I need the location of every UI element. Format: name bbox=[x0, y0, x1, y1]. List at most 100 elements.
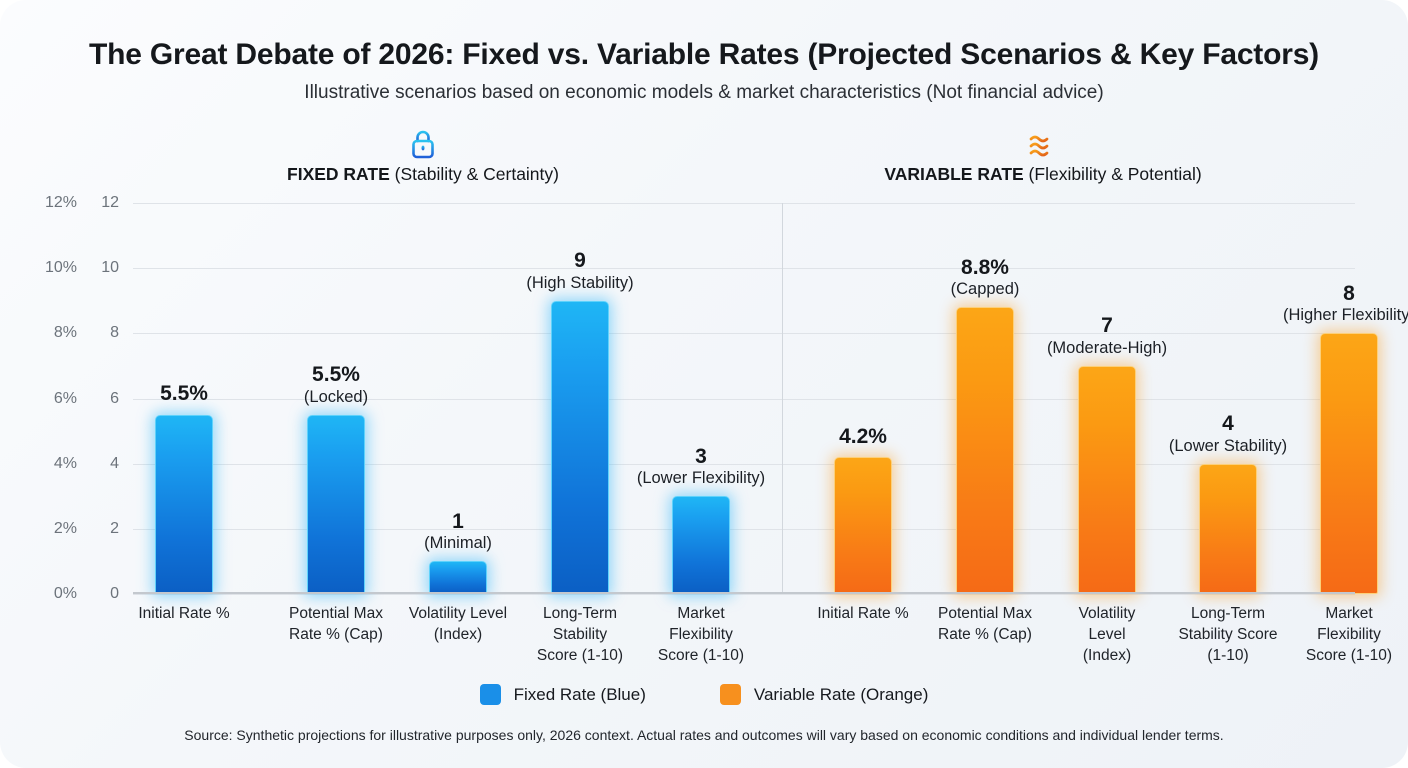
gridline bbox=[133, 203, 1355, 204]
legend-swatch bbox=[719, 684, 741, 705]
y-tick-percent: 10% bbox=[44, 259, 77, 277]
bar-slot: 7 (Moderate-High) bbox=[1047, 203, 1167, 594]
y-tick-index: 2 bbox=[110, 519, 119, 537]
section-caption-fixed: FIXED RATE (Stability & Certainty) bbox=[163, 164, 683, 185]
y-tick-index: 0 bbox=[110, 585, 119, 602]
y-tick-percent: 12% bbox=[44, 194, 77, 211]
y-axis-tick: 0% 0 bbox=[31, 585, 133, 603]
bar-value-label: 5.5% bbox=[160, 382, 208, 406]
bar-value: 5.5% bbox=[160, 382, 208, 406]
y-tick-percent: 4% bbox=[53, 454, 77, 472]
gridline bbox=[133, 333, 1355, 335]
section-caption-variable: VARIABLE RATE (Flexibility & Potential) bbox=[783, 164, 1303, 185]
y-axis-tick: 12% 12 bbox=[31, 194, 133, 212]
y-axis-tick: 4% 4 bbox=[31, 455, 133, 473]
x-axis-label-line: Potential Max bbox=[289, 605, 383, 622]
x-axis-label-line: Initial Rate % bbox=[817, 605, 909, 622]
y-tick-index: 6 bbox=[110, 389, 119, 407]
x-axis-label-line: Score (1-10) bbox=[657, 646, 745, 664]
x-axis-label-line: (Index) bbox=[1082, 646, 1132, 664]
x-axis-label-line: Stability Score bbox=[1178, 625, 1278, 643]
bar[interactable] bbox=[429, 561, 487, 594]
x-axis-label-line: Long-Term bbox=[1190, 605, 1266, 622]
bar-value-label: 4 (Lower Stability) bbox=[1169, 412, 1287, 455]
bar[interactable] bbox=[956, 307, 1014, 594]
bar-note: (Locked) bbox=[303, 387, 369, 406]
bar-note: (High Stability) bbox=[526, 273, 634, 292]
waves-icon bbox=[1029, 135, 1049, 157]
x-axis-label-line: Flexibility bbox=[1317, 625, 1381, 643]
x-axis-label: Volatility Level (Index) bbox=[388, 604, 528, 646]
plot-area: 0% 0 2% 2 4% 4 6% 6 8% 8 10% 10 12% 12 5.5% 5.5% (Locke… bbox=[45, 194, 1408, 602]
legend-label: Variable Rate (Orange) bbox=[753, 684, 929, 704]
bar-value-label: 8.8% (Capped) bbox=[951, 256, 1020, 299]
x-axis-label-line: Initial Rate % bbox=[138, 605, 230, 622]
page-title: The Great Debate of 2026: Fixed vs. Vari… bbox=[89, 38, 1319, 71]
chart-subtitle: Illustrative scenarios based on economic… bbox=[304, 82, 1104, 103]
bar-value-label: 4.2% bbox=[839, 425, 887, 449]
bar[interactable] bbox=[672, 496, 730, 594]
legend: Fixed Rate (Blue) Variable Rate (Orange) bbox=[0, 684, 1408, 705]
bar-value: 3 bbox=[695, 444, 707, 468]
x-axis-label-line: Flexibility bbox=[669, 625, 733, 643]
x-axis-label-line: Level bbox=[1088, 625, 1126, 643]
x-axis-label: Market Flexibility Score (1-10) bbox=[631, 604, 771, 666]
y-axis-tick: 8% 8 bbox=[31, 324, 133, 342]
x-axis-label: Long-Term Stability Score (1-10) bbox=[510, 604, 650, 666]
x-axis-label-line: Long-Term bbox=[542, 605, 618, 622]
bar-value-label: 5.5% (Locked) bbox=[304, 363, 368, 406]
bar-note: (Moderate-High) bbox=[1046, 338, 1168, 357]
y-tick-index: 10 bbox=[101, 259, 119, 277]
y-tick-index: 12 bbox=[101, 194, 119, 211]
section-subtitle-variable: (Flexibility & Potential) bbox=[1023, 164, 1202, 184]
bar-slot: 8 (Higher Flexibility) bbox=[1283, 203, 1408, 594]
legend-item[interactable]: Variable Rate (Orange) bbox=[719, 684, 929, 705]
x-axis-line bbox=[133, 592, 1355, 594]
bar-value: 1 bbox=[452, 509, 464, 533]
x-axis-label-line: Score (1-10) bbox=[536, 646, 624, 664]
gridline bbox=[133, 268, 1355, 270]
bar-value: 8.8% bbox=[961, 255, 1009, 279]
gridline bbox=[133, 463, 1355, 465]
x-axis-label-line: (Index) bbox=[433, 625, 483, 643]
bar-value: 9 bbox=[574, 249, 586, 273]
bar[interactable] bbox=[551, 300, 609, 594]
legend-swatch bbox=[479, 684, 501, 705]
bar-slot: 3 (Lower Flexibility) bbox=[637, 203, 765, 594]
bar[interactable] bbox=[1320, 333, 1378, 594]
x-axis-label: Initial Rate % bbox=[793, 604, 933, 625]
y-tick-percent: 0% bbox=[53, 585, 77, 602]
bar[interactable] bbox=[1078, 365, 1136, 594]
x-axis-label-line: Potential Max bbox=[938, 605, 1032, 622]
bar[interactable] bbox=[307, 414, 365, 594]
section-title-fixed: FIXED RATE bbox=[287, 164, 390, 184]
bar-value: 4 bbox=[1222, 412, 1234, 436]
bar-value-label: 9 (High Stability) bbox=[526, 249, 633, 292]
bar[interactable] bbox=[1199, 463, 1257, 594]
bar-slot: 9 (High Stability) bbox=[526, 203, 634, 594]
bar-note: (Minimal) bbox=[424, 534, 492, 553]
bar-slot: 8.8% (Capped) bbox=[951, 203, 1019, 594]
bar-value: 8 bbox=[1343, 281, 1355, 305]
bar-value: 5.5% bbox=[312, 363, 360, 387]
bar-note: (Lower Stability) bbox=[1168, 436, 1288, 455]
x-axis-label-line: (1-10) bbox=[1207, 646, 1249, 664]
legend-label: Fixed Rate (Blue) bbox=[513, 684, 646, 704]
bar-slot: 4 (Lower Stability) bbox=[1169, 203, 1287, 594]
y-axis-tick: 10% 10 bbox=[31, 259, 133, 277]
bar[interactable] bbox=[834, 457, 892, 594]
x-axis-label: Market Flexibility Score (1-10) bbox=[1279, 604, 1408, 666]
x-axis-label-line: Volatility bbox=[1078, 605, 1136, 622]
x-axis-label: Long-Term Stability Score (1-10) bbox=[1158, 604, 1298, 666]
bar[interactable] bbox=[155, 414, 213, 594]
x-axis-label-line: Score (1-10) bbox=[1305, 646, 1393, 664]
x-axis-label: Initial Rate % bbox=[114, 604, 254, 625]
source-note: Source: Synthetic projections for illust… bbox=[184, 727, 1224, 743]
x-axis-label-line: Volatility Level bbox=[408, 605, 508, 622]
section-subtitle-fixed: (Stability & Certainty) bbox=[389, 164, 559, 184]
x-axis-label-line: Rate % (Cap) bbox=[289, 625, 383, 643]
y-tick-percent: 2% bbox=[53, 519, 77, 537]
gridline bbox=[133, 398, 1355, 400]
y-tick-percent: 8% bbox=[53, 324, 77, 342]
legend-item[interactable]: Fixed Rate (Blue) bbox=[479, 684, 646, 705]
